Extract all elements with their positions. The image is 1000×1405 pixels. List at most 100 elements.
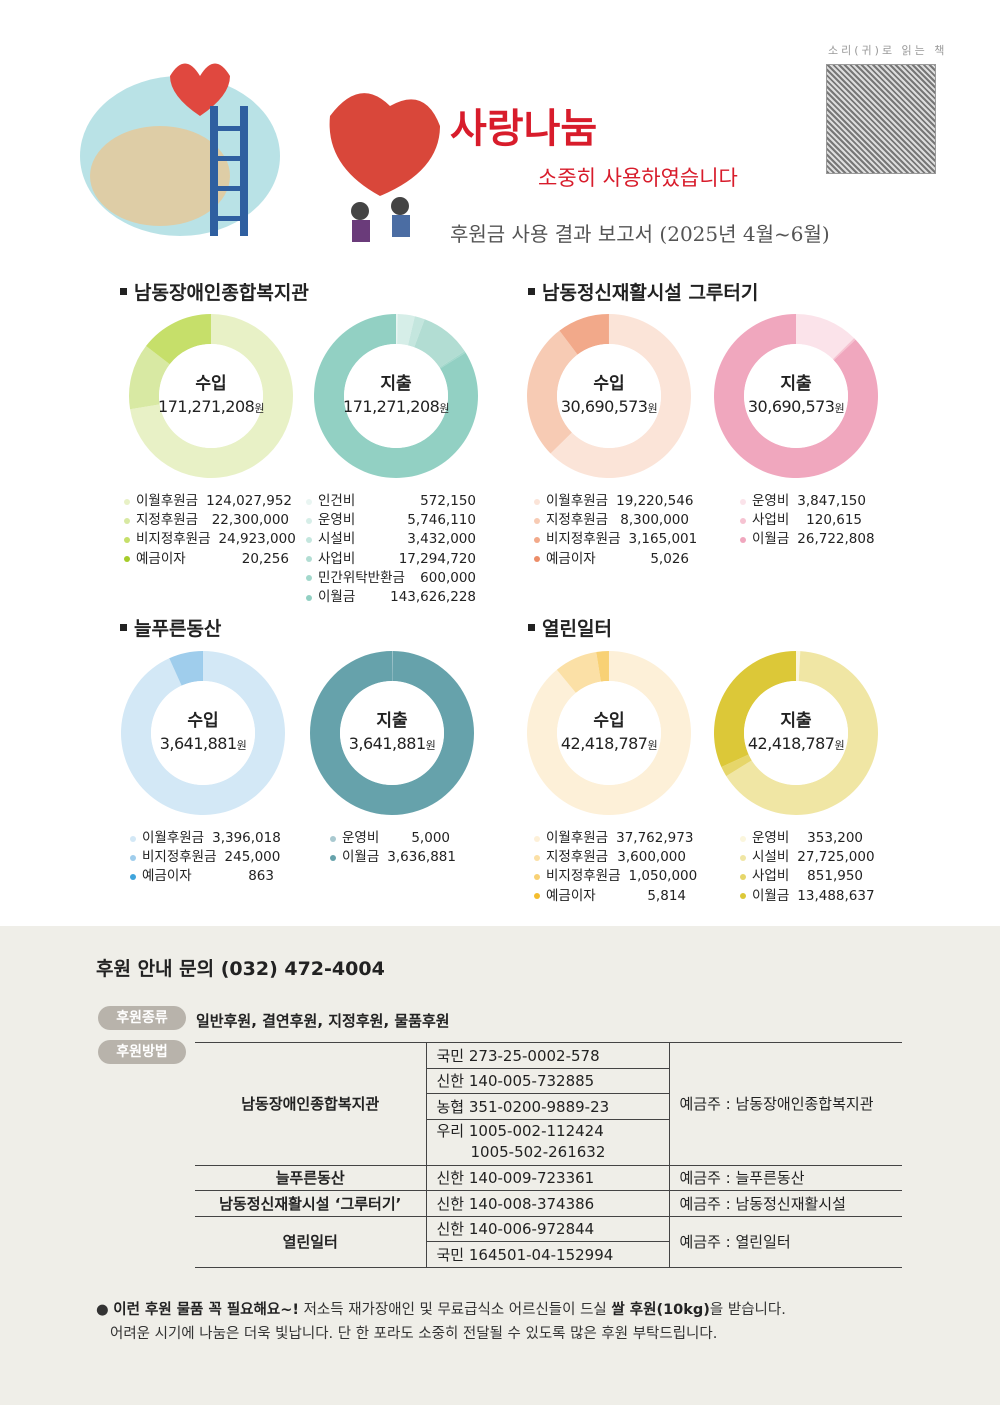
legend-item: 예금이자 5,026 — [534, 550, 689, 569]
piggy-bank-illustration-icon — [80, 63, 440, 242]
legend-value: 5,026 — [650, 550, 689, 567]
income-label: 수입 — [195, 374, 227, 394]
legend-item: 지정후원금 22,300,000 — [124, 511, 289, 530]
donation-types: 일반후원, 결연후원, 지정후원, 물품후원 — [196, 1012, 450, 1030]
legend-name: 이월금 — [318, 589, 356, 606]
legend-name: 민간위탁반환금 — [318, 569, 405, 586]
legend-value: 353,200 — [807, 830, 863, 846]
legend-dot-icon — [534, 835, 540, 842]
legend-name: 비지정후원금 — [546, 531, 621, 548]
legend-name: 사업비 — [752, 868, 790, 885]
expense-hole — [744, 681, 848, 785]
legend-item: 이월후원금 37,762,973 — [534, 829, 693, 848]
bank-account: 국민 273-25-0002-578 — [426, 1042, 670, 1069]
legend-name: 이월후원금 — [546, 830, 609, 846]
legend-value: 1,050,000 — [628, 868, 698, 885]
income-legend: 이월후원금 3,396,018 비지정후원금 245,000 예금이자 863 — [130, 829, 281, 887]
income-donut-svg — [129, 314, 293, 478]
legend-dot-icon — [740, 854, 746, 861]
bank-holder: 예금주 : 남동장애인종합복지관 — [669, 1042, 902, 1166]
donation-type-tag: 후원종류 — [98, 1006, 186, 1030]
legend-dot-icon — [534, 893, 540, 900]
income-donut-chart: 수입 30,690,573원 — [526, 313, 692, 479]
legend-value: 17,294,720 — [398, 550, 476, 567]
income-hole — [159, 344, 263, 448]
legend-name: 예금이자 — [136, 550, 186, 567]
legend-dot-icon — [306, 575, 312, 582]
legend-value: 26,722,808 — [797, 531, 875, 548]
income-slice-2 — [596, 651, 609, 682]
legend-value: 600,000 — [420, 569, 476, 586]
legend-dot-icon — [306, 517, 312, 524]
income-slice-1 — [527, 330, 578, 454]
table-row: 남동장애인종합복지관 국민 273-25-0002-578 예금주 : 남동장애… — [195, 1042, 902, 1166]
expense-donut-chart: 지출 171,271,208원 — [313, 313, 479, 479]
income-slice-2 — [146, 314, 211, 365]
report-title: 후원금 사용 결과 보고서 (2025년 4월~6월) — [450, 222, 830, 246]
legend-item: 시설비 27,725,000 — [740, 848, 875, 867]
legend-dot-icon — [130, 874, 136, 880]
income-amount: 3,641,881원 — [159, 734, 247, 753]
legend-name: 예금이자 — [546, 550, 596, 567]
legend-name: 예금이자 — [142, 868, 192, 885]
income-slice-1 — [129, 346, 170, 410]
section-title: 남동정신재활시설 그루터기 — [528, 278, 758, 305]
legend-name: 예금이자 — [546, 887, 596, 904]
legend-dot-icon — [306, 556, 312, 563]
legend-name: 이월후원금 — [142, 830, 205, 846]
income-donut-chart: 수입 171,271,208원 — [128, 313, 294, 479]
expense-slice-2 — [714, 314, 878, 478]
legend-value: 19,220,546 — [616, 493, 694, 509]
legend-dot-icon — [306, 594, 312, 601]
legend-value: 124,027,952 — [206, 493, 292, 509]
expense-hole — [340, 681, 444, 785]
legend-value: 5,746,110 — [407, 512, 476, 529]
section-title: 남동장애인종합복지관 — [120, 278, 309, 305]
expense-donut-chart: 지출 30,690,573원 — [713, 313, 879, 479]
legend-name: 비지정후원금 — [136, 531, 211, 548]
income-legend: 이월후원금 124,027,952 지정후원금 22,300,000 비지정후원… — [124, 492, 296, 569]
legend-item: 이월후원금 19,220,546 — [534, 492, 693, 511]
legend-value: 27,725,000 — [797, 849, 875, 866]
footer: 후원 안내 문의 (032) 472-4004 후원종류 일반후원, 결연후원,… — [0, 926, 1000, 1405]
bank-holder: 예금주 : 늘푸른동산 — [669, 1164, 902, 1191]
legend-dot-icon — [130, 835, 136, 842]
expense-slice-1 — [397, 314, 415, 346]
income-donut-svg — [120, 651, 285, 815]
legend-name: 인건비 — [318, 493, 356, 509]
legend-name: 지정후원금 — [546, 849, 609, 866]
income-slice-2 — [559, 314, 609, 355]
expense-donut-svg — [714, 651, 878, 815]
legend-dot-icon — [740, 537, 746, 543]
bank-account-table: 남동장애인종합복지관 국민 273-25-0002-578 예금주 : 남동장애… — [195, 1042, 902, 1268]
currency-unit: 원 — [834, 402, 845, 415]
table-row: 열린일터 신한 140-006-972844 예금주 : 열린일터 — [195, 1215, 902, 1268]
income-slice-0 — [130, 314, 293, 478]
legend-name: 운영비 — [342, 830, 380, 846]
table-row: 늘푸른동산 신한 140-009-723361 예금주 : 늘푸른동산 — [195, 1164, 902, 1191]
bank-org: 열린일터 — [195, 1215, 427, 1268]
legend-name: 지정후원금 — [136, 512, 199, 529]
bank-account: 농협 351-0200-9889-23 — [426, 1093, 670, 1120]
legend-dot-icon — [306, 498, 312, 505]
currency-unit: 원 — [236, 739, 247, 752]
income-amount: 171,271,208원 — [158, 397, 264, 416]
legend-name: 시설비 — [752, 849, 790, 866]
legend-name: 이월금 — [752, 531, 790, 548]
legend-item: 인건비 572,150 — [306, 492, 476, 511]
expense-donut-chart: 지출 42,418,787원 — [713, 650, 879, 816]
legend-value: 3,396,018 — [212, 830, 281, 846]
qr-code[interactable] — [826, 64, 936, 174]
bank-account: 신한 140-009-723361 — [426, 1164, 670, 1191]
legend-item: 비지정후원금 1,050,000 — [534, 867, 697, 886]
expense-donut-chart: 지출 3,641,881원 — [309, 650, 475, 816]
expense-label: 지출 — [780, 711, 812, 731]
page-subtitle: 소중히 사용하였습니다 — [538, 166, 738, 190]
legend-dot-icon — [124, 517, 130, 524]
legend-item: 비지정후원금 245,000 — [130, 848, 280, 867]
expense-legend: 운영비 5,000 이월금 3,636,881 — [330, 829, 456, 867]
expense-slice-5 — [314, 314, 478, 478]
legend-item: 이월금 26,722,808 — [740, 530, 875, 549]
legend-dot-icon — [330, 854, 336, 861]
legend-item: 이월금 3,636,881 — [330, 848, 456, 867]
